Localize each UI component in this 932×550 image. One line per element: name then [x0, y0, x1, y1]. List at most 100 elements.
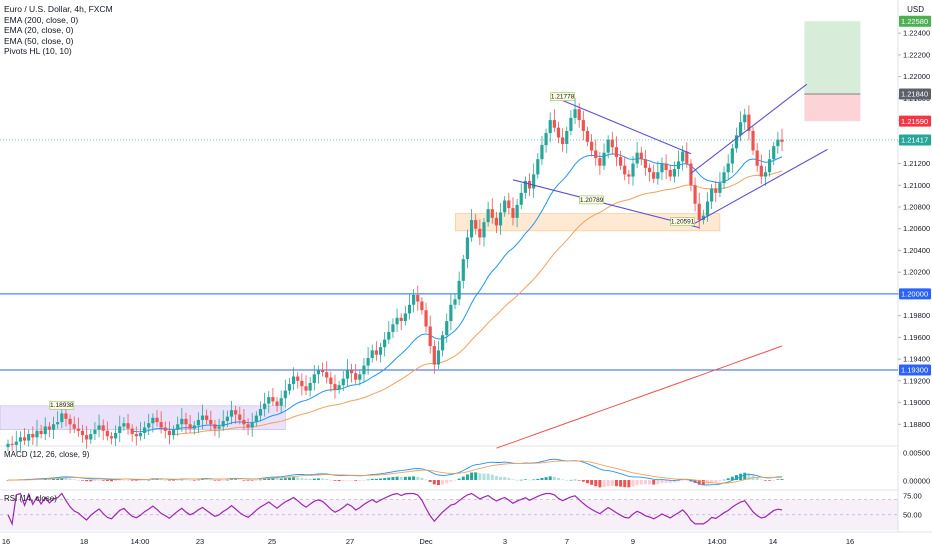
candle-body [383, 339, 387, 348]
macd-histogram-bar [528, 479, 532, 481]
candle-body [693, 185, 697, 204]
channel-line [690, 148, 828, 226]
candle-body [254, 415, 258, 423]
candle-body [569, 117, 573, 131]
candle-body [163, 427, 167, 431]
macd-histogram-bar [89, 480, 93, 482]
rsi-axis-label: 50.00 [903, 510, 922, 519]
candle-body [304, 386, 308, 391]
macd-histogram-bar [569, 479, 573, 481]
candle-body [126, 423, 130, 429]
candle-body [606, 139, 610, 153]
candle-body [486, 209, 490, 223]
candle-body [610, 139, 614, 148]
legend-pivots[interactable]: Pivots HL (10, 10) [4, 46, 72, 56]
macd-axis-label: 0.00500 [903, 449, 930, 458]
macd-histogram-bar [755, 477, 759, 480]
symbol-title[interactable]: Euro / U.S. Dollar, 4h, FXCM [4, 4, 113, 14]
candle-body [523, 180, 527, 193]
legend-ema50[interactable]: EMA (50, close, 0) [4, 35, 74, 46]
x-tick-label: 14:00 [131, 537, 150, 546]
candle-body [72, 424, 76, 429]
candle-body [155, 417, 159, 423]
y-tick-label: 1.19400 [903, 355, 930, 364]
macd-histogram-bar [354, 480, 358, 481]
price-tag-label: 1.21590 [901, 117, 928, 126]
macd-histogram-bar [768, 480, 772, 481]
macd-histogram-bar [523, 479, 527, 480]
macd-histogram-bar [399, 476, 403, 480]
macd-histogram-bar [474, 472, 478, 480]
candle-body [354, 373, 358, 380]
candle-body [105, 430, 109, 437]
macd-histogram-bar [602, 480, 606, 488]
y-tick-label: 1.22400 [903, 29, 930, 38]
macd-histogram-bar [238, 479, 242, 481]
rsi-axis-label: 75.00 [903, 491, 922, 500]
x-tick-label: Dec [419, 537, 433, 546]
macd-histogram-bar [370, 478, 374, 480]
macd-histogram-bar [76, 479, 80, 481]
ema20-line [132, 153, 783, 433]
candle-body [250, 422, 254, 428]
candle-body [14, 441, 18, 445]
macd-histogram-bar [329, 479, 333, 481]
pivot-label: 1.18938 [50, 402, 74, 409]
macd-histogram-bar [718, 480, 722, 482]
macd-histogram-bar [85, 480, 89, 482]
candle-body [387, 331, 391, 340]
candle-body [200, 415, 205, 420]
rsi-line [7, 492, 783, 527]
candle-body [714, 188, 718, 193]
candle-body [118, 426, 122, 433]
candle-body [395, 317, 399, 325]
candle-body [325, 372, 329, 378]
macd-histogram-bar [93, 480, 97, 482]
macd-histogram-bar [350, 480, 354, 481]
price-tag [899, 88, 931, 100]
macd-histogram-bar [263, 479, 267, 480]
macd-histogram-bar [383, 478, 387, 480]
candle-body [374, 350, 378, 355]
macd-histogram-bar [656, 480, 660, 485]
legend-ema200[interactable]: EMA (200, close, 0) [4, 14, 79, 25]
candle-body [31, 434, 35, 438]
macd-histogram-bar [254, 480, 258, 481]
candle-body [767, 159, 772, 173]
x-tick-label: 25 [268, 537, 276, 546]
macd-histogram-bar [635, 480, 639, 486]
candle-body [656, 172, 660, 179]
macd-histogram-bar [205, 479, 209, 481]
macd-histogram-bar [159, 479, 163, 481]
candle-body [122, 423, 126, 427]
macd-histogram-bar [283, 478, 287, 480]
candle-body [498, 212, 503, 226]
y-tick-label: 1.22200 [903, 50, 930, 59]
candle-body [147, 423, 151, 428]
price-tag [899, 288, 931, 300]
price-tag-label: 1.20000 [901, 290, 928, 299]
macd-histogram-bar [643, 480, 647, 485]
candle-body [407, 304, 412, 314]
channel-line [512, 179, 700, 229]
x-tick-label: 16 [846, 537, 854, 546]
macd-histogram-bar [726, 478, 730, 480]
legend-ema20[interactable]: EMA (20, close, 0) [4, 25, 74, 35]
candle-body [449, 304, 453, 322]
macd-histogram-bar [213, 480, 217, 481]
macd-histogram-bar [610, 480, 614, 487]
macd-title[interactable]: MACD (12, 26, close, 9) [4, 450, 90, 459]
macd-histogram-bar [548, 476, 552, 480]
candle-body [747, 114, 751, 131]
macd-histogram-bar [536, 478, 540, 480]
candle-body [333, 384, 337, 390]
macd-histogram-bar [122, 480, 126, 481]
candle-body [474, 220, 478, 229]
candle-body [577, 109, 581, 121]
price-tag [899, 15, 931, 27]
x-tick-label: 3 [503, 537, 507, 546]
candle-body [320, 369, 325, 373]
rsi-title[interactable]: RSI (14, close) [4, 494, 57, 503]
macd-histogram-bar [81, 480, 85, 481]
